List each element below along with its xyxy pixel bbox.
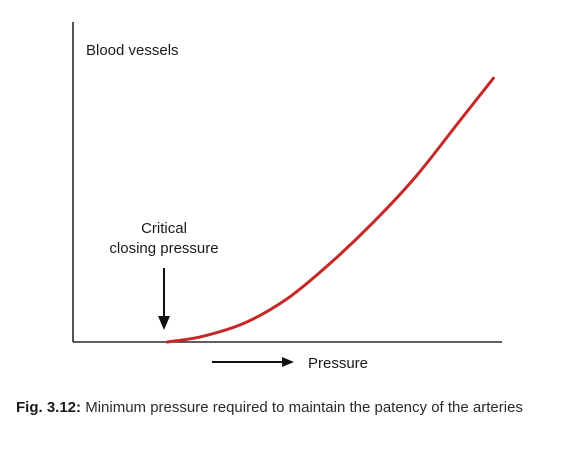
chart: Blood vessels Critical closing pressure … (72, 22, 502, 372)
annotation-arrow-head (158, 316, 170, 330)
caption-text: Minimum pressure required to maintain th… (81, 399, 523, 416)
series-layer (165, 76, 495, 344)
caption-label: Fig. 3.12: (16, 399, 82, 416)
annotation-line-1: Critical (141, 220, 187, 237)
figure-caption: Fig. 3.12: Minimum pressure required to … (16, 398, 561, 418)
x-axis-label: Pressure (308, 355, 368, 372)
series-line-0 (165, 76, 495, 344)
x-axis-arrow-head (282, 357, 294, 367)
y-axis-label: Blood vessels (86, 42, 179, 59)
annotation-line-2: closing pressure (109, 240, 218, 257)
